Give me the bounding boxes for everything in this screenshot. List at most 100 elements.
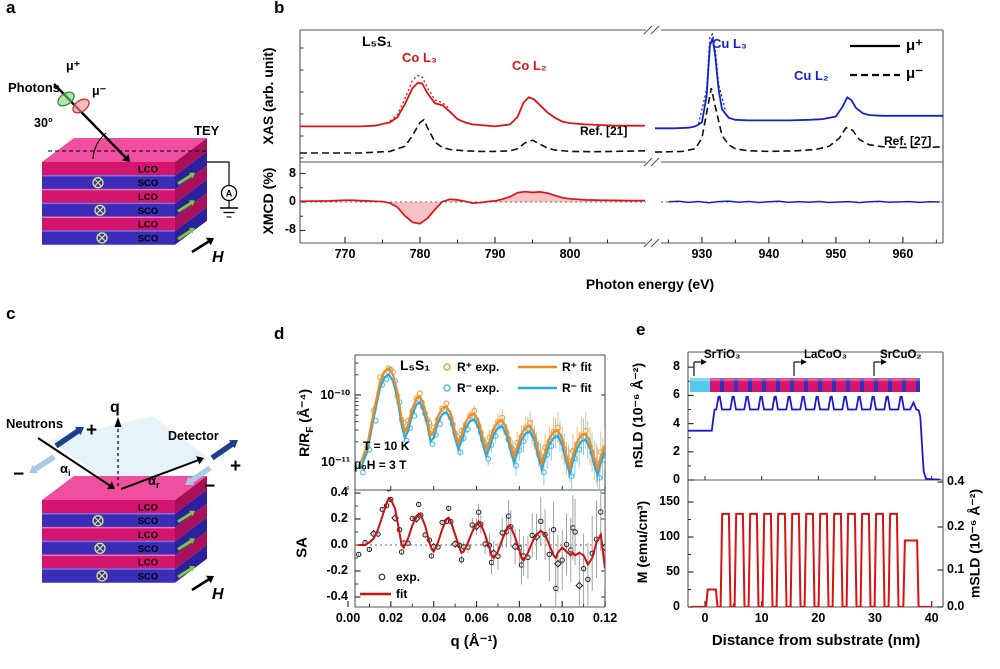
- h-field-arrow-icon: [206, 237, 214, 246]
- tey-wire: [207, 161, 230, 186]
- x-tick-label: 0.00: [335, 611, 361, 625]
- stack-top-face: [42, 138, 207, 162]
- x-tick-label: 20: [811, 611, 826, 625]
- sample-label-d: L₅S₁: [400, 357, 431, 373]
- panel-b: b XAS (arb. unit) XMCD (%) L₅S₁ Co L₃ Co…: [250, 0, 1000, 310]
- co-l3-label: Co L₃: [402, 50, 437, 65]
- top-series-group: [357, 365, 605, 490]
- bar-srcuo2-block: [720, 378, 724, 392]
- axis-break-icon: [643, 238, 653, 248]
- x-tick-label: 800: [559, 247, 581, 261]
- nsld-group: [688, 395, 941, 480]
- axis-break-icon: [650, 25, 660, 35]
- line-shape: [96, 544, 104, 552]
- panel-c-shapes: LCO SCO LCO SCO LCO SCO: [29, 416, 238, 592]
- depth-profile-chart: [687, 351, 944, 608]
- nsld-y-tick-label: 0: [673, 472, 680, 486]
- sa-exp-marker: [386, 490, 392, 492]
- layer-front-sco: [42, 541, 175, 556]
- line-shape: [177, 228, 193, 241]
- field-label-c: H: [212, 586, 224, 603]
- spin-down-arrow-left: [29, 464, 38, 474]
- xmcd-y-tick-label: -8: [284, 222, 296, 237]
- line-shape: [98, 234, 106, 242]
- bar-srcuo2-block: [902, 378, 906, 392]
- angle-arc: [92, 132, 107, 160]
- bottom-series-group: [356, 490, 605, 607]
- layer-side: [175, 531, 207, 569]
- r-minus-exp-marker: [485, 455, 492, 462]
- depth-profile-shapes: [687, 351, 944, 608]
- sa-y-tick-label: -0.2: [326, 563, 348, 577]
- sa-exp-diamond-marker: [575, 581, 584, 590]
- sa-exp-marker: [598, 509, 604, 515]
- sa-exp-marker: [559, 557, 565, 563]
- cu-mu-minus-curve: [697, 32, 727, 124]
- photon-arrow-icon: [122, 154, 130, 162]
- panel-a-diagram: LCO SCO LCO SCO LCO SCO Photons μ⁺ μ⁻ 30° TEY…: [8, 59, 238, 266]
- spin-up-arrow-left: [75, 427, 84, 436]
- reflected-beam-arrow: [196, 456, 204, 465]
- spin-minus-left: −: [13, 464, 24, 485]
- x-tick-label: 0.06: [464, 611, 489, 625]
- line-shape: [94, 179, 102, 187]
- bar-srcuo2-block: [818, 378, 822, 392]
- bar-lacoo3-block: [752, 378, 762, 392]
- spin-plus-right: +: [230, 456, 241, 477]
- panel-label-c: c: [6, 304, 16, 323]
- layer-front-sco: [42, 569, 175, 583]
- axis-break-icon: [650, 238, 660, 248]
- legend-r-plus-fit: R⁺ fit: [562, 360, 592, 374]
- r-plus-exp-marker: [357, 463, 364, 470]
- legend-mu-plus: μ⁺: [906, 37, 924, 54]
- magnetization-arrow-icon: [189, 538, 195, 544]
- line-shape: [120, 458, 200, 490]
- legend-r-minus-fit: R⁻ fit: [562, 381, 592, 395]
- line-shape: [32, 454, 56, 473]
- x-tick-label: 790: [484, 247, 506, 261]
- field-into-page-icon: [94, 204, 106, 216]
- right-circular-polarization-icon: [72, 98, 90, 114]
- spin-up-arrow-right: [229, 440, 238, 449]
- cu-xas-curve: [655, 37, 944, 130]
- left-circular-polarization-icon: [57, 91, 75, 107]
- srcuo2-label: SrCuO₂: [880, 349, 922, 361]
- field-into-page-icon: [96, 570, 108, 582]
- x-tick-label: 0.04: [421, 611, 446, 625]
- layer-label: LCO: [138, 530, 158, 541]
- r-minus-fit-curve: [359, 372, 605, 479]
- layer-label: LCO: [138, 164, 158, 175]
- line-shape: [37, 437, 112, 488]
- bar-lacoo3-block: [822, 378, 832, 392]
- bar-srcuo2-block: [762, 378, 766, 392]
- sa-fit-curve: [358, 496, 605, 569]
- co-l2-label: Co L₂: [512, 58, 547, 73]
- layer-side: [175, 165, 207, 204]
- field-label-a: H: [212, 249, 224, 266]
- bar-lacoo3-block: [850, 378, 860, 392]
- line-shape: [187, 465, 212, 485]
- layer-front-sco: [42, 203, 175, 218]
- alpha-i-label: αi: [60, 461, 71, 478]
- lacoo3-label: LaCoO₃: [804, 349, 848, 361]
- layer-label: LCO: [138, 192, 158, 203]
- co-xmcd-fill: [300, 191, 645, 224]
- sa-exp-marker: [398, 549, 405, 555]
- bar-lacoo3-block: [864, 378, 874, 392]
- layer-label: SCO: [138, 571, 159, 582]
- magnetization-arrow-icon: [189, 172, 195, 179]
- sa-exp-marker: [476, 509, 482, 515]
- x-tick-label: 10: [754, 611, 769, 625]
- nsld-ylabel: nSLD (10⁻⁶ Å⁻²): [629, 362, 646, 469]
- x-tick-label: 0.10: [550, 611, 575, 625]
- m-y-tick-label: 0: [673, 599, 680, 613]
- sa-legend-fit: fit: [396, 587, 408, 601]
- r-minus-exp-marker: [429, 441, 436, 448]
- panel-label-e: e: [636, 320, 646, 339]
- spin-plus-left: +: [86, 420, 97, 441]
- srtio3-label: SrTiO₃: [704, 349, 741, 361]
- bar-label-arrow-icon: [801, 359, 807, 365]
- d-xlabel: q (Å⁻¹): [450, 633, 498, 650]
- x-tick-label: 0: [701, 611, 709, 625]
